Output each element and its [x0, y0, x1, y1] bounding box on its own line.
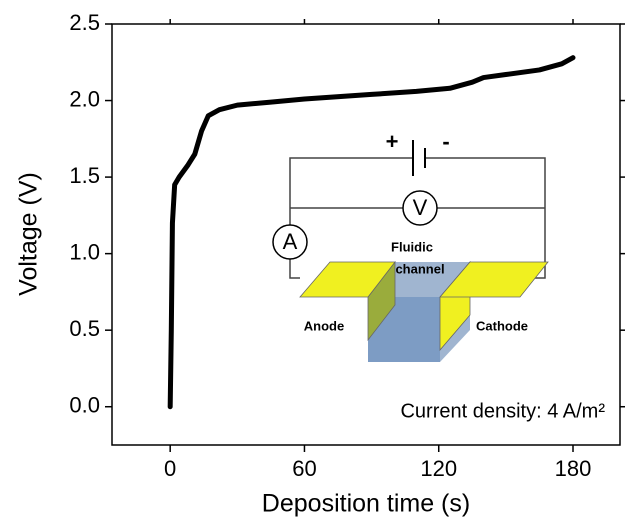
circuit-wires	[289, 157, 546, 279]
x-tick-label: 120	[420, 456, 457, 481]
ammeter	[272, 224, 308, 260]
anode-label: Anode	[304, 318, 344, 333]
x-tick-label: 60	[292, 456, 316, 481]
voltage-line	[167, 55, 576, 410]
y-tick-label: 1.0	[69, 239, 100, 264]
x-tick-label: 180	[555, 456, 592, 481]
x-axis-label: Deposition time (s)	[262, 490, 470, 518]
cathode-plate	[439, 261, 549, 298]
y-tick-label: 0.0	[69, 393, 100, 418]
ammeter-label: A	[283, 229, 298, 254]
channel-label: channel	[395, 261, 444, 276]
voltmeter-label: V	[413, 195, 428, 220]
y-tick-label: 2.5	[69, 10, 100, 35]
y-axis-label: Voltage (V)	[15, 172, 43, 296]
minus-sign: -	[442, 129, 449, 154]
plot-frame	[111, 23, 621, 446]
x-tick-label: 0	[164, 456, 176, 481]
annotation: Current density: 4 A/m²	[400, 400, 605, 422]
y-tick-label: 1.5	[69, 163, 100, 188]
y-tick-label: 0.5	[69, 316, 100, 341]
inset-diagram: + - V A Fluidic channel Anode Cathode	[272, 129, 549, 362]
y-tick-label: 2.0	[69, 86, 100, 111]
anode-plate	[299, 261, 396, 298]
voltmeter	[402, 190, 438, 226]
channel-label: Fluidic	[391, 239, 433, 254]
plus-sign: +	[386, 129, 399, 154]
cathode-label: Cathode	[476, 318, 528, 333]
